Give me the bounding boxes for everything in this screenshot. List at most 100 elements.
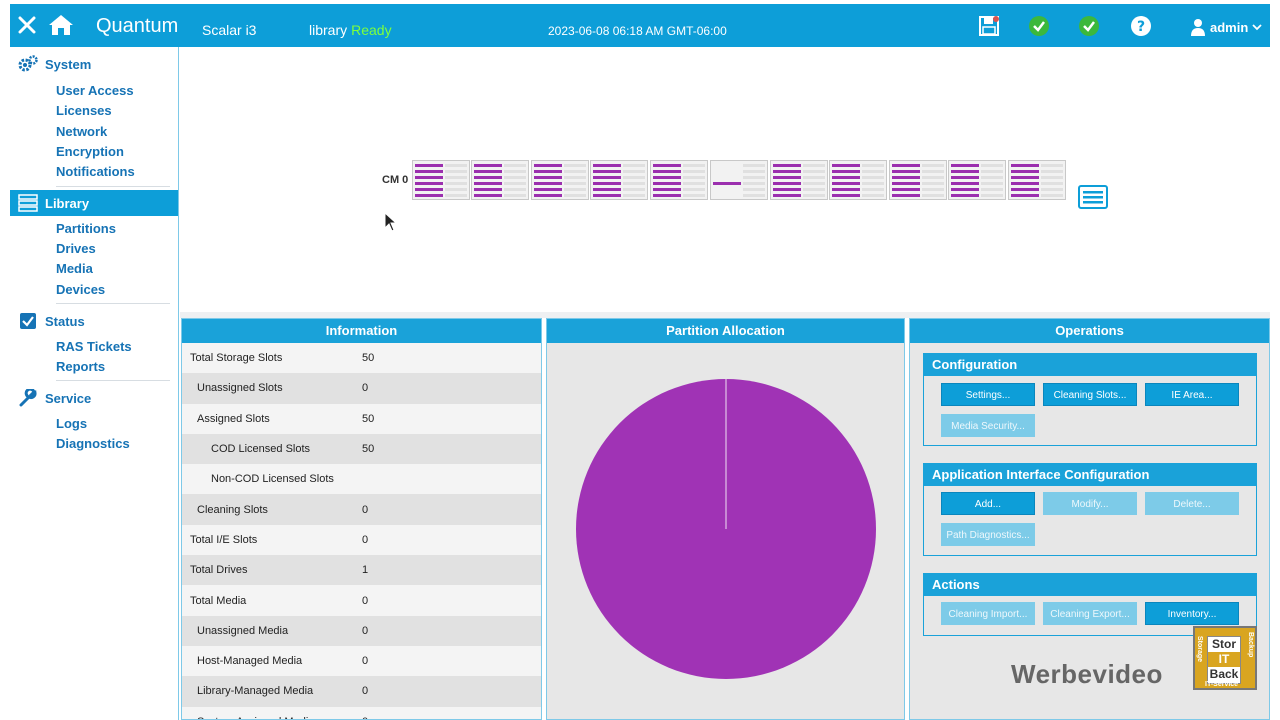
sidebar-section-service[interactable]: Service <box>10 385 178 411</box>
magazine[interactable] <box>412 160 470 200</box>
operations-panel: Operations Configuration Settings... Cle… <box>909 318 1270 720</box>
cleaning-slots-button[interactable]: Cleaning Slots... <box>1043 383 1137 406</box>
row-value: 50 <box>362 412 375 425</box>
actions-section: Actions Cleaning Import... Cleaning Expo… <box>923 573 1257 636</box>
sidebar-item-media[interactable]: Media <box>56 261 93 276</box>
information-panel: Information Total Storage Slots 50 Unassig… <box>181 318 542 720</box>
sidebar-section-system[interactable]: System <box>10 51 178 77</box>
divider <box>56 186 170 187</box>
table-row: Assigned Slots 50 <box>182 403 541 434</box>
magazine[interactable] <box>590 160 648 200</box>
row-label: Total Drives <box>190 564 248 577</box>
row-value: 0 <box>362 685 369 698</box>
table-row: Host-Managed Media 0 <box>182 645 541 677</box>
save-icon[interactable] <box>978 15 1000 37</box>
library-graphic: CM 0 <box>180 47 1270 312</box>
section-title: Application Interface Configuration <box>924 464 1256 486</box>
control-module-label: CM 0 <box>382 174 409 186</box>
sidebar-item-reports[interactable]: Reports <box>56 359 106 374</box>
inventory-button[interactable]: Inventory... <box>1145 602 1239 625</box>
panel-title: Information <box>182 319 541 343</box>
storitback-logo: Storage Stor IT Back Backup IT-Service <box>1193 626 1257 690</box>
row-label: Library-Managed Media <box>197 685 314 698</box>
sidebar-item-logs[interactable]: Logs <box>56 416 88 431</box>
section-title: Actions <box>924 574 1256 596</box>
table-row: Total Storage Slots 50 <box>182 343 541 374</box>
table-row: COD Licensed Slots 50 <box>182 433 541 465</box>
partition-pie-chart <box>576 379 876 679</box>
media-security-button[interactable]: Media Security... <box>941 414 1035 437</box>
brand-name: Quantum <box>96 15 179 37</box>
magazine[interactable] <box>471 160 529 200</box>
delete-button[interactable]: Delete... <box>1145 492 1239 515</box>
row-label: System Assigned Media <box>182 716 362 719</box>
sidebar-section-status[interactable]: Status <box>10 308 178 334</box>
magazine[interactable] <box>1008 160 1066 200</box>
row-value: 0 <box>362 503 369 516</box>
close-icon[interactable] <box>18 16 36 34</box>
sidebar-section-label: System <box>45 56 92 72</box>
row-value: 0 <box>362 655 369 668</box>
table-row: Total Media 0 <box>182 585 541 616</box>
sidebar-item-diagnostics[interactable]: Diagnostics <box>56 436 130 451</box>
magazine[interactable] <box>829 160 887 200</box>
panel-splitter[interactable] <box>180 312 1270 318</box>
settings-button[interactable]: Settings... <box>941 383 1035 406</box>
sidebar-item-drives[interactable]: Drives <box>56 241 96 256</box>
logo-side-right: Backup <box>1247 632 1254 658</box>
row-label: Unassigned Slots <box>197 382 283 395</box>
sidebar-item-user-access[interactable]: User Access <box>56 83 134 98</box>
check-icon[interactable] <box>1078 15 1100 37</box>
sidebar-item-devices[interactable]: Devices <box>56 282 106 297</box>
sidebar-item-licenses[interactable]: Licenses <box>56 103 112 118</box>
sidebar-item-network[interactable]: Network <box>56 124 108 139</box>
row-value: 0 <box>362 624 369 637</box>
user-icon <box>1191 19 1205 36</box>
magazine[interactable] <box>948 160 1006 200</box>
sidebar-item-encryption[interactable]: Encryption <box>56 144 124 159</box>
magazine[interactable] <box>650 160 708 200</box>
mouse-pointer-icon <box>384 212 398 232</box>
library-status-label: library <box>309 22 348 38</box>
logo-line: Back <box>1209 667 1239 681</box>
library-status: library Ready <box>309 22 392 38</box>
sidebar-item-notifications[interactable]: Notifications <box>56 164 135 179</box>
sidebar-item-ras-tickets[interactable]: RAS Tickets <box>56 339 132 354</box>
panel-title: Partition Allocation <box>547 319 904 343</box>
section-title: Configuration <box>924 354 1256 376</box>
user-menu[interactable]: admin <box>1190 17 1262 37</box>
library-model: Scalar i3 <box>202 22 257 38</box>
sidebar-item-partitions[interactable]: Partitions <box>56 221 116 236</box>
home-icon[interactable] <box>48 14 74 36</box>
ie-area-button[interactable]: IE Area... <box>1145 383 1239 406</box>
row-label: COD Licensed Slots <box>211 443 311 456</box>
table-row: Unassigned Slots 0 <box>182 373 541 404</box>
row-label: Assigned Slots <box>197 412 270 425</box>
path-diagnostics-button[interactable]: Path Diagnostics... <box>941 523 1035 546</box>
sidebar-section-library[interactable]: Library <box>10 190 178 216</box>
list-icon[interactable] <box>1078 185 1108 209</box>
magazine[interactable] <box>770 160 828 200</box>
magazine[interactable] <box>531 160 589 200</box>
logo-box: Stor IT Back <box>1207 636 1241 684</box>
cleaning-import-button[interactable]: Cleaning Import... <box>941 602 1035 625</box>
row-value: 0 <box>362 382 369 395</box>
row-value: 0 <box>362 716 541 719</box>
information-table: Total Storage Slots 50 Unassigned Slots 0 As… <box>182 343 541 719</box>
row-label: Unassigned Media <box>197 624 289 637</box>
svg-text:?: ? <box>1137 19 1145 35</box>
help-icon[interactable]: ? <box>1130 15 1152 37</box>
modify-button[interactable]: Modify... <box>1043 492 1137 515</box>
magazine[interactable] <box>889 160 947 200</box>
table-row: Library-Managed Media 0 <box>182 676 541 707</box>
drive-bay[interactable] <box>710 160 768 200</box>
add-button[interactable]: Add... <box>941 492 1035 515</box>
row-value: 50 <box>362 443 375 456</box>
table-row: Total I/E Slots 0 <box>182 524 541 556</box>
divider <box>56 380 170 381</box>
check-icon[interactable] <box>1028 15 1050 37</box>
cleaning-export-button[interactable]: Cleaning Export... <box>1043 602 1137 625</box>
chevron-down-icon <box>1252 24 1262 31</box>
partition-allocation-panel: Partition Allocation <box>546 318 905 720</box>
row-value: 1 <box>362 564 369 577</box>
